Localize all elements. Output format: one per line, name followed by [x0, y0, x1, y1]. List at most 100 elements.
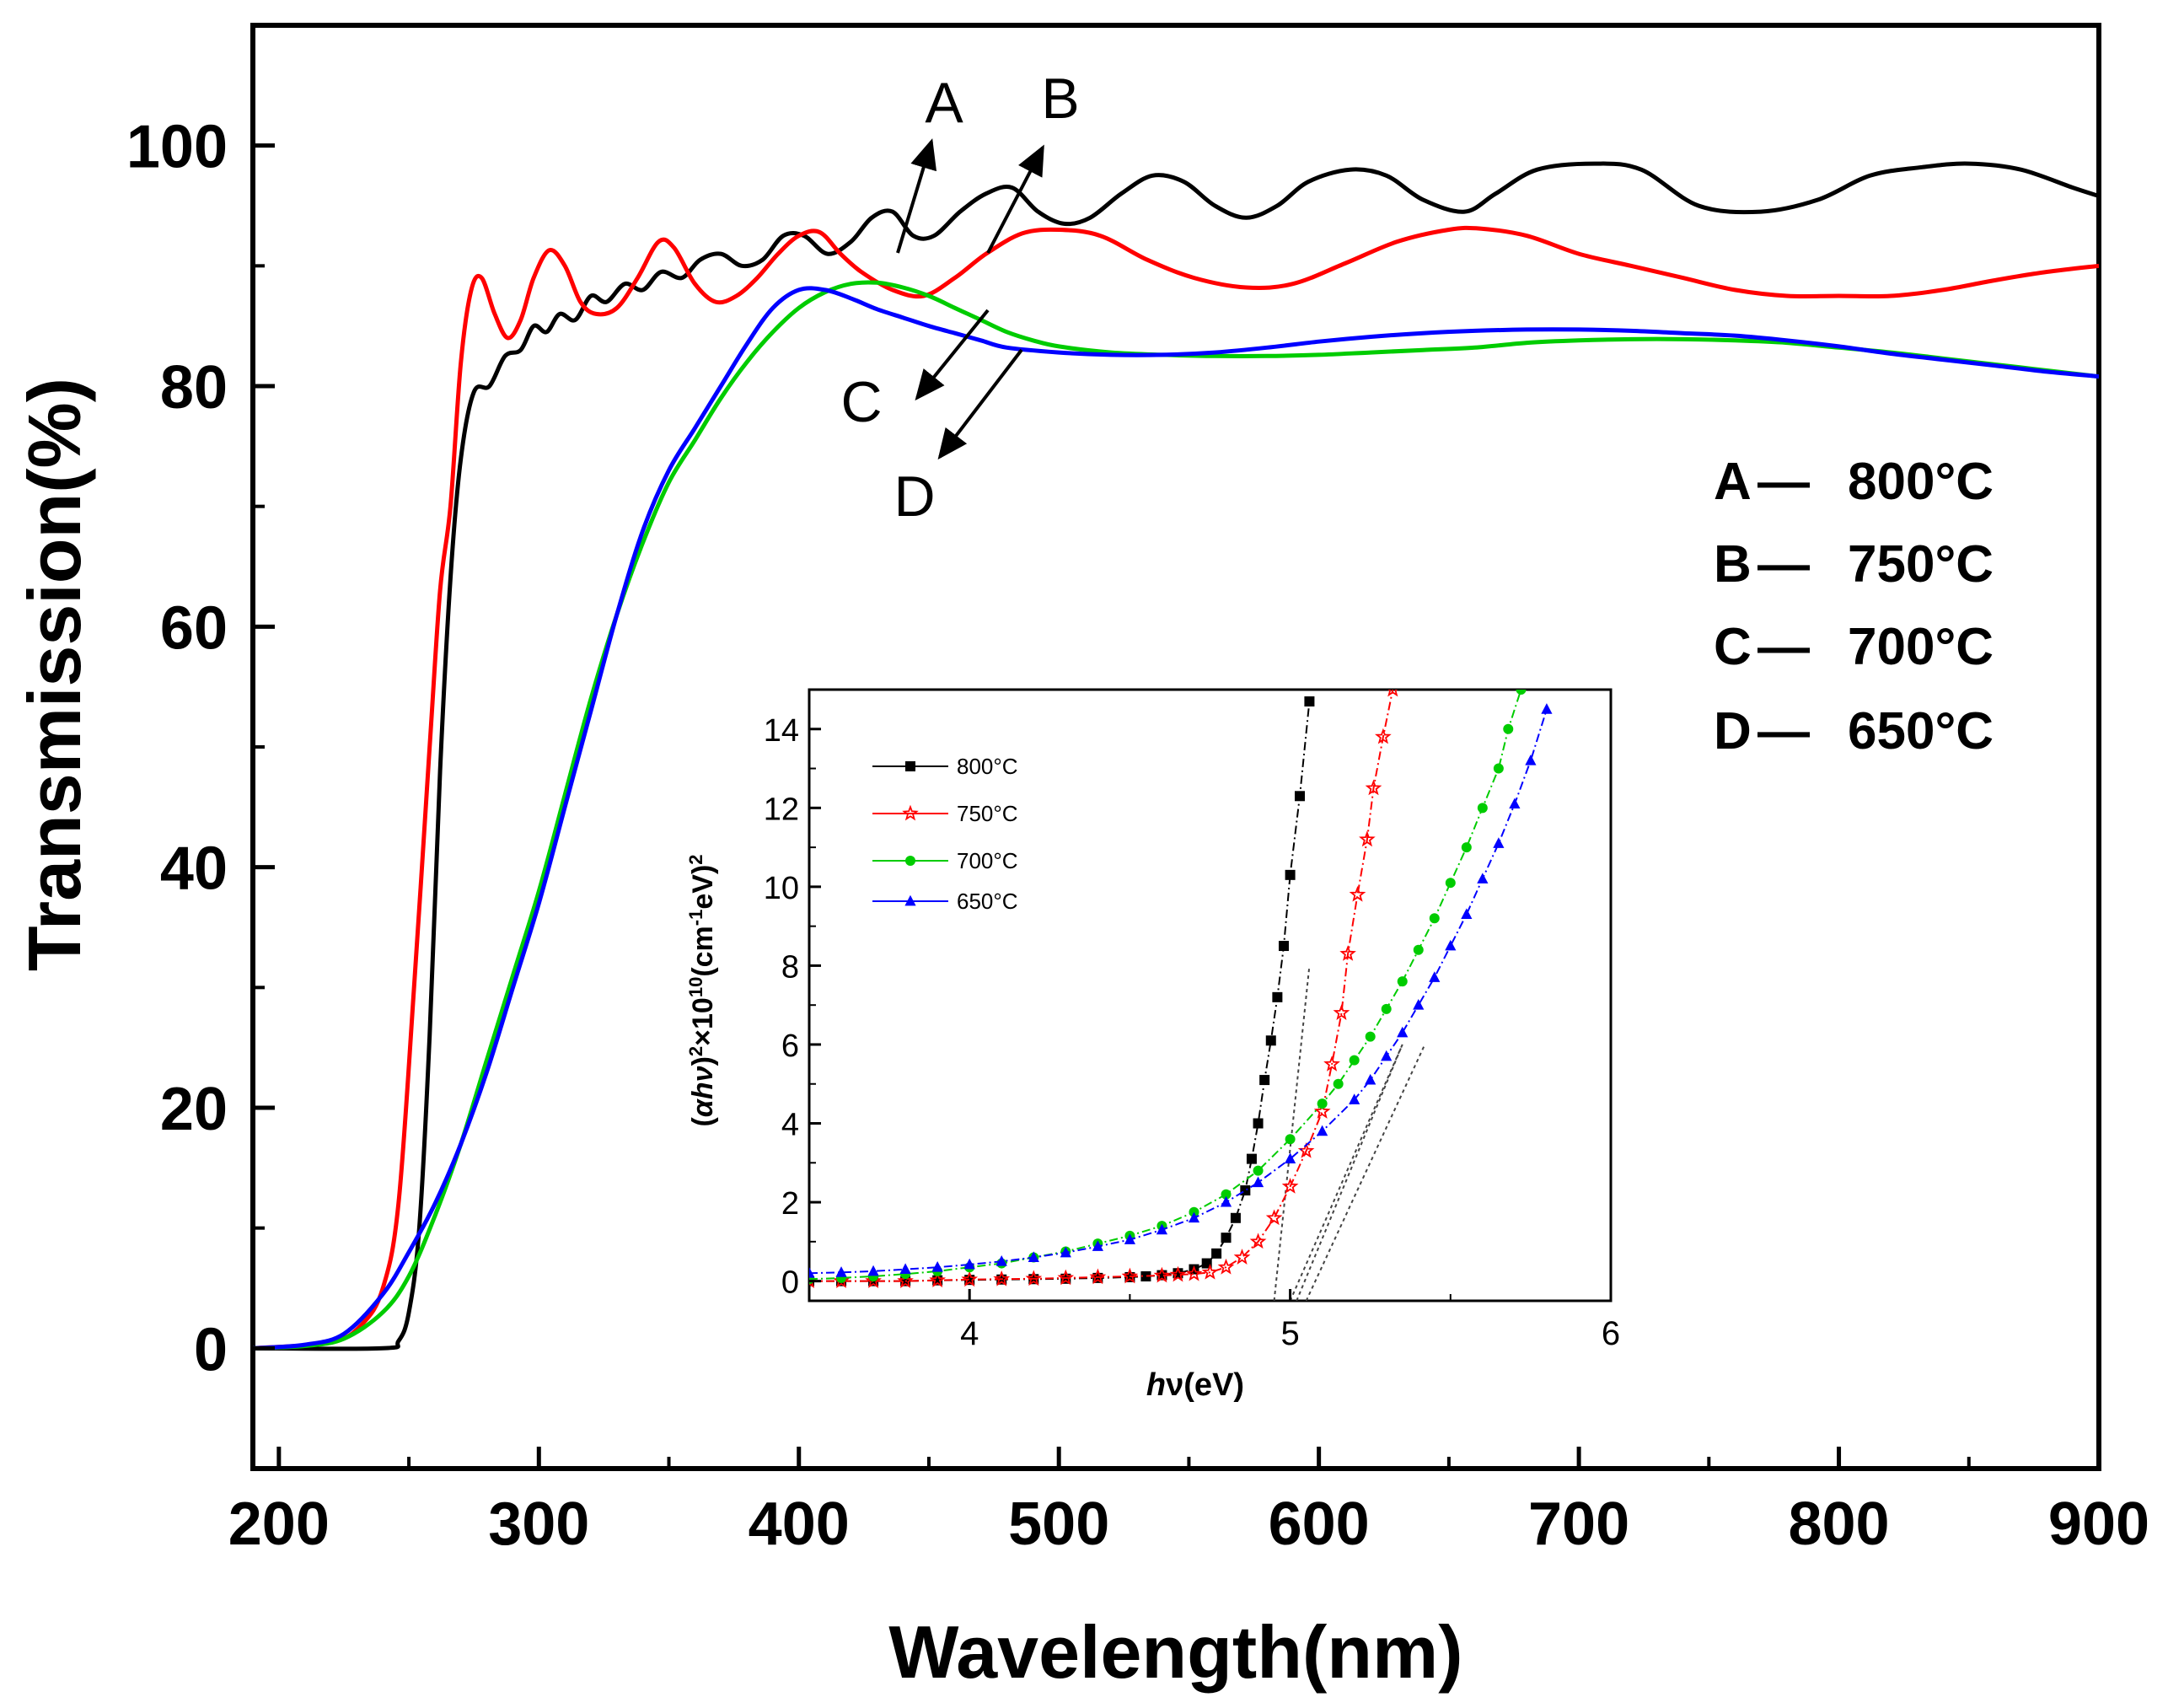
svg-text:—: —: [1757, 702, 1810, 760]
inset-point-650: [835, 1266, 847, 1277]
x-tick-label: 500: [1008, 1490, 1109, 1558]
inset-point-800: [1240, 1185, 1251, 1196]
main-legend: A — 800°C B — 750°C C — 700°C D — 650°C: [1714, 453, 1994, 760]
fit-800-line: [1273, 965, 1311, 1301]
inset-point-750: [1365, 779, 1382, 796]
inset-y-tick-label: 0: [781, 1265, 799, 1301]
inset-point-650: [1461, 908, 1473, 920]
inset-point-750: [961, 1270, 979, 1287]
inset-point-650: [1317, 1125, 1328, 1136]
inset-legend-entry-700: 700°C: [957, 848, 1018, 873]
main-series-group: [253, 161, 2099, 1351]
inset-point-650: [1381, 1050, 1393, 1061]
inset-point-750: [993, 1270, 1011, 1286]
inset-point-750: [1217, 1258, 1235, 1275]
inset-point-650: [1397, 1026, 1409, 1038]
inset-series-group: [809, 690, 1553, 1301]
inset-y-tick-label: 14: [764, 713, 799, 749]
svg-text:800°C: 800°C: [957, 754, 1018, 779]
inset-point-750: [1057, 1269, 1075, 1286]
annotation-arrow-a: [896, 138, 937, 254]
inset-series-line-650: [809, 709, 1548, 1275]
svg-text:700°C: 700°C: [1848, 618, 1994, 676]
series-line-c: [253, 280, 2099, 1351]
inset-point-700: [1333, 1078, 1344, 1089]
annotation-arrow-c: [915, 309, 990, 401]
svg-text:750°C: 750°C: [1848, 535, 1994, 594]
inset-point-650: [1156, 1223, 1168, 1235]
inset-point-800: [1295, 791, 1306, 802]
inset-point-700: [1429, 913, 1440, 924]
inset-point-750: [897, 1272, 914, 1288]
inset-point-750: [1201, 1263, 1219, 1280]
inset-point-700: [1503, 723, 1514, 734]
svg-text:650°C: 650°C: [957, 889, 1018, 914]
inset-point-650: [1509, 798, 1521, 809]
inset-legend-entry-750: 750°C: [957, 801, 1018, 826]
annotation-a: A: [925, 71, 963, 135]
inset-point-700: [1413, 944, 1424, 955]
inset-legend-marker: [905, 856, 915, 866]
inset-point-650: [1413, 998, 1425, 1010]
inset-point-750: [1233, 1249, 1251, 1265]
inset-point-650: [1252, 1176, 1264, 1188]
inset-point-800: [1253, 1118, 1264, 1129]
svg-text:D: D: [1714, 702, 1752, 760]
series-line-a: [253, 161, 2099, 1351]
inset-point-700: [1493, 763, 1504, 774]
inset-point-650: [1477, 873, 1489, 884]
inset-point-800: [1211, 1248, 1222, 1259]
inset-point-700: [1365, 1031, 1376, 1042]
inset-point-800: [1259, 1075, 1270, 1086]
inset-point-750: [1169, 1265, 1187, 1282]
inset-point-650: [1541, 703, 1553, 714]
inset-point-700: [1253, 1165, 1264, 1176]
svg-text:—: —: [1757, 618, 1810, 676]
inset-point-750: [1323, 1055, 1340, 1072]
main-y-axis-label: Transmission(%): [13, 378, 96, 971]
inset-point-700: [1516, 690, 1527, 695]
inset-x-tick-label: 4: [960, 1315, 979, 1352]
inset-point-750: [1359, 830, 1376, 847]
y-tick-label: 0: [194, 1316, 228, 1383]
inset-point-650: [1092, 1240, 1103, 1251]
x-tick-label: 300: [488, 1490, 589, 1558]
svg-text:—: —: [1757, 453, 1810, 511]
y-tick-label: 20: [160, 1076, 228, 1143]
x-tick-label: 800: [1788, 1490, 1889, 1558]
main-legend-entry-a: A — 800°C: [1714, 453, 1994, 511]
inset-point-700: [1285, 1134, 1296, 1145]
inset-y-axis-label: (αhν)2×1010(cm-1eV)2: [685, 854, 720, 1126]
inset-point-750: [1089, 1268, 1107, 1285]
inset-point-750: [1153, 1266, 1171, 1283]
inset-point-700: [1461, 842, 1472, 853]
inset-point-650: [1285, 1152, 1296, 1164]
inset-y-tick-label: 4: [781, 1108, 799, 1143]
inset-point-650: [1188, 1211, 1200, 1223]
inset-point-750: [1025, 1270, 1043, 1286]
svg-text:800°C: 800°C: [1848, 453, 1994, 511]
inset-point-650: [809, 1267, 815, 1278]
inset-point-750: [1339, 945, 1356, 961]
main-x-axis-label: Wavelength(nm): [888, 1610, 1462, 1694]
inset-point-650: [1349, 1093, 1360, 1104]
inset-point-750: [1185, 1265, 1203, 1281]
inset-point-700: [1445, 878, 1456, 889]
y-tick-label: 40: [160, 835, 228, 903]
main-legend-entry-b: B — 750°C: [1714, 535, 1994, 594]
inset-point-750: [1333, 1004, 1350, 1021]
inset-point-800: [1304, 696, 1315, 707]
inset-y-tick-label: 8: [781, 949, 799, 985]
inset-point-650: [899, 1263, 911, 1274]
inset-point-650: [1220, 1195, 1232, 1207]
svg-text:—: —: [1757, 535, 1810, 594]
annotation-arrow-d: [937, 348, 1023, 460]
inset-point-750: [1265, 1209, 1283, 1226]
svg-text:750°C: 750°C: [957, 801, 1018, 826]
inset-point-650: [1525, 754, 1537, 765]
inset-x-tick-label: 5: [1280, 1315, 1299, 1352]
inset-legend-marker: [902, 804, 919, 821]
inset-point-750: [1387, 690, 1398, 697]
